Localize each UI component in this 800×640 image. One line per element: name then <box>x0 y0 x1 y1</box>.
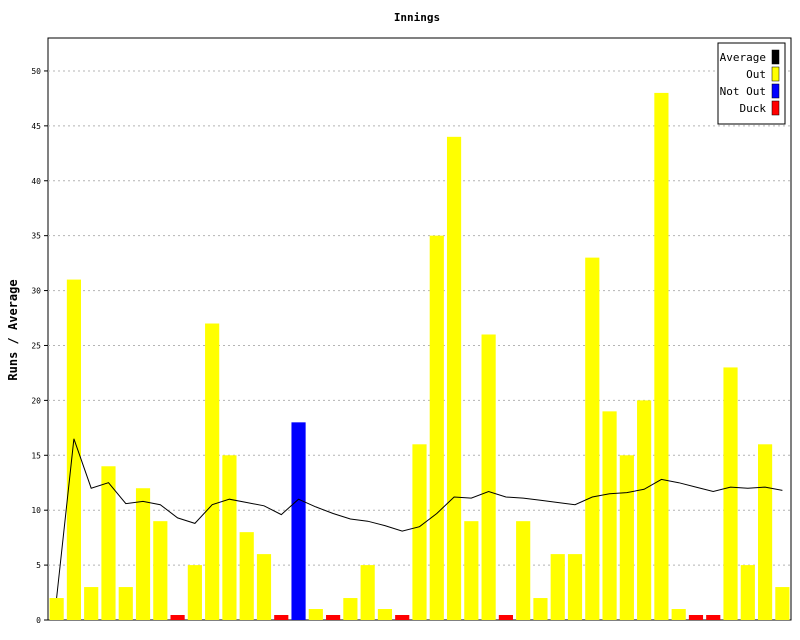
legend-swatch <box>772 101 779 115</box>
bar-out <box>188 565 202 620</box>
y-tick-label: 40 <box>31 177 41 186</box>
bar-out <box>672 609 686 620</box>
bar-out <box>136 488 150 620</box>
bar-out <box>602 411 616 620</box>
y-tick-label: 0 <box>36 616 41 625</box>
bar-duck <box>395 615 409 620</box>
y-tick-label: 50 <box>31 67 41 76</box>
bar-out <box>430 236 444 620</box>
y-tick-label: 20 <box>31 396 41 405</box>
bar-out <box>482 334 496 620</box>
bar-out <box>551 554 565 620</box>
bar-out <box>205 324 219 620</box>
y-axis-ticks: 0 5 10 15 20 25 30 35 40 45 50 <box>31 67 48 625</box>
bar-out <box>741 565 755 620</box>
legend-label: Average <box>720 51 766 64</box>
bar-out <box>67 280 81 620</box>
bar-out <box>50 598 64 620</box>
bar-out <box>585 258 599 620</box>
bar-out <box>378 609 392 620</box>
legend-label: Out <box>746 68 766 81</box>
bar-out <box>257 554 271 620</box>
legend-label: Duck <box>740 102 767 115</box>
bar-duck <box>171 615 185 620</box>
bar-out <box>222 455 236 620</box>
legend-swatch <box>772 67 779 81</box>
y-tick-label: 15 <box>31 451 41 460</box>
bar-duck <box>706 615 720 620</box>
chart-title: Innings <box>394 11 440 24</box>
bar-out <box>412 444 426 620</box>
bar-out <box>464 521 478 620</box>
bar-out <box>309 609 323 620</box>
legend-swatch <box>772 84 779 98</box>
bar-out <box>240 532 254 620</box>
bar-out <box>775 587 789 620</box>
legend-swatch <box>772 50 779 64</box>
legend-label: Not Out <box>720 85 766 98</box>
bar-out <box>516 521 530 620</box>
y-tick-label: 5 <box>36 561 41 570</box>
y-tick-label: 10 <box>31 506 41 515</box>
y-axis-label: Runs / Average <box>6 279 20 380</box>
bar-out <box>119 587 133 620</box>
bar-out <box>447 137 461 620</box>
bar-out <box>758 444 772 620</box>
bar-duck <box>689 615 703 620</box>
y-tick-label: 30 <box>31 287 41 296</box>
bar-out <box>361 565 375 620</box>
bar-out <box>568 554 582 620</box>
bar-out <box>620 455 634 620</box>
bar-out <box>654 93 668 620</box>
bar-out <box>637 400 651 620</box>
bar-duck <box>499 615 513 620</box>
legend: Average Out Not Out Duck <box>718 43 785 124</box>
bar-out <box>723 367 737 620</box>
bar-out <box>343 598 357 620</box>
y-tick-label: 25 <box>31 341 41 350</box>
bar-out <box>533 598 547 620</box>
bar-notout <box>291 422 305 620</box>
bar-duck <box>274 615 288 620</box>
y-tick-label: 45 <box>31 122 41 131</box>
y-tick-label: 35 <box>31 232 41 241</box>
bar-duck <box>326 615 340 620</box>
bar-out <box>153 521 167 620</box>
bar-out <box>84 587 98 620</box>
